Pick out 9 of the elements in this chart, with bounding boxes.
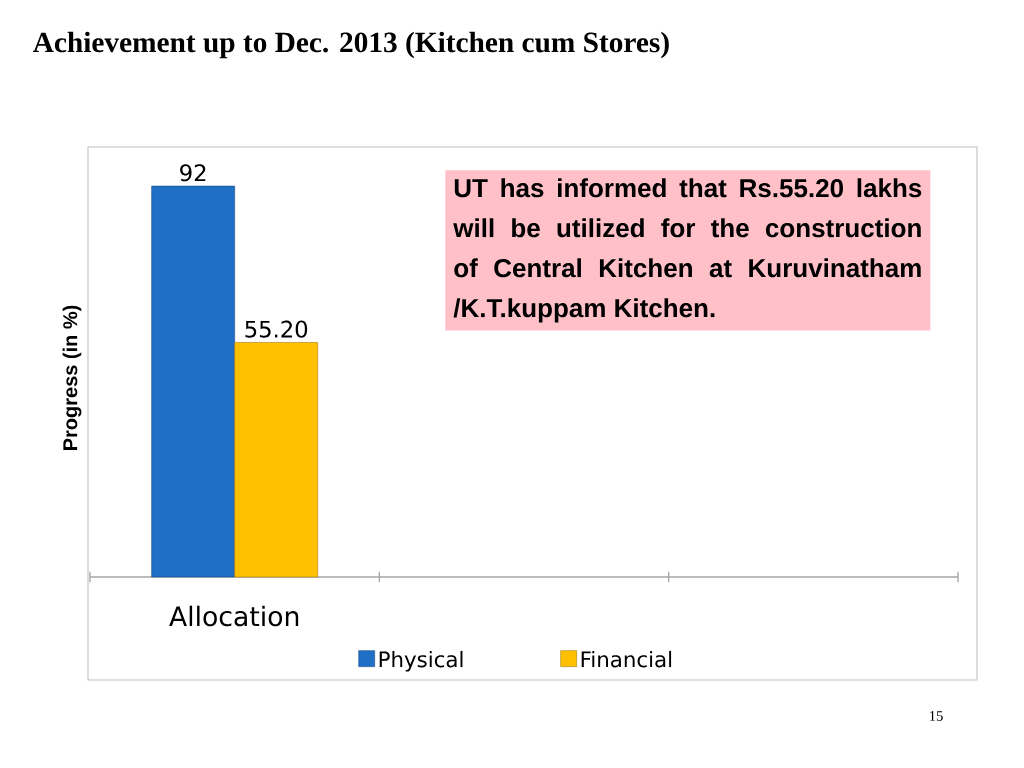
data-label: 92 [180, 164, 206, 182]
chart-title: Achievement up to Dec. 2013 (Kitchen cum Stores) [33, 31, 669, 59]
text: 15 [929, 711, 943, 721]
legend-label: Physical [379, 650, 463, 672]
x-tick-label: Allocation [169, 605, 299, 627]
text: UT has informed that Rs.55.20 lakhs will be utilized for the construction of Central Kitchen at Kuruvinatham /K.T.kuppam Kitchen. [453, 178, 922, 323]
y-axis-title: Progress (in %) [62, 305, 82, 451]
legend-label: Financial [581, 650, 672, 668]
data-label: 55.20 [245, 320, 308, 338]
